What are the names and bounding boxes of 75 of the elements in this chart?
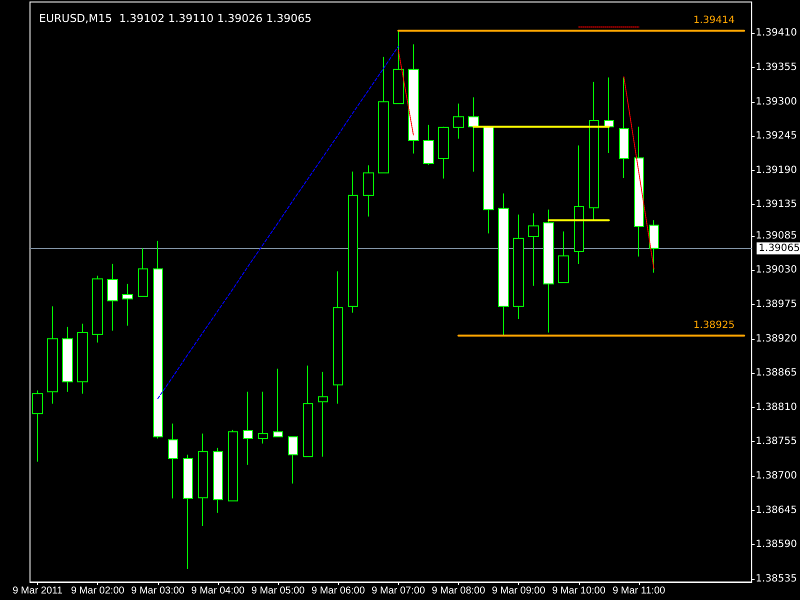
data-label: 1.39414 [693,15,735,26]
x-tick-label: 9 Mar 04:00 [191,586,246,596]
y-tick-label: 1.38590 [756,539,798,550]
x-tick-label: 9 Mar 05:00 [251,586,306,596]
candlestick [363,164,374,218]
line-series [157,46,399,400]
candlestick [483,126,494,234]
candlestick [183,454,193,570]
candlestick [258,391,268,444]
candlestick [438,126,449,179]
y-tick-label: 1.39030 [756,264,798,276]
candlestick [77,323,88,394]
candlestick [107,263,118,332]
candlestick [288,436,298,484]
candlestick [634,126,644,257]
candlestick [604,76,614,154]
y-tick-label: 1.39245 [756,130,798,142]
candlestick [333,270,343,404]
candlestick [92,275,103,344]
y-tick-label: 1.38920 [756,333,798,344]
candlestick [243,391,253,466]
candlestick [619,76,629,178]
candlestick [318,371,328,458]
candlestick [228,429,238,502]
x-tick-label: 9 Mar 08:00 [432,586,486,596]
x-tick-label: 9 Mar 02:00 [70,586,125,596]
y-tick-label: 1.39300 [756,96,798,108]
x-tick-label: 9 Mar 07:00 [372,586,426,596]
candlestick [303,365,313,458]
candlestick [543,209,554,334]
y-tick-label: 1.38535 [756,573,798,584]
ref-line-label: 1.39065 [758,242,800,254]
candlestick [423,124,434,166]
x-tick-label: 9 Mar 03:00 [131,586,185,596]
candlestick [62,326,73,392]
candlestick [558,231,569,284]
candlestick [513,214,524,320]
candlestick [528,212,539,286]
candlestick [408,44,419,154]
y-tick-label: 1.38700 [756,470,798,482]
candlestick [198,433,208,526]
y-tick-label: 1.38645 [756,504,798,516]
y-tick-label: 1.38975 [756,298,798,310]
y-tick-label: 1.39190 [756,164,798,176]
candlestick [168,423,178,499]
candlestick [498,192,509,336]
candlestick [273,368,283,438]
x-tick-label: 9 Mar 11:00 [612,586,666,596]
candlestick [348,171,358,314]
candlestick [589,81,599,220]
candlestick [153,240,163,440]
y-tick-label: 1.39135 [756,199,798,210]
candlestick [138,248,148,297]
candlestick [32,390,43,462]
candlestick [468,96,479,172]
candlestick [453,103,464,140]
x-tick-label: 9 Mar 09:00 [492,586,546,596]
y-tick-label: 1.39085 [756,230,798,242]
candlestick [47,306,58,404]
candlestick [122,283,133,326]
y-tick-label: 1.38810 [756,402,798,413]
candlestick [649,220,659,274]
x-tick-label: 9 Mar 2011 [12,586,63,596]
x-tick-label: 9 Mar 06:00 [312,586,366,596]
candlestick [574,144,584,264]
y-tick-label: 1.38865 [756,368,798,379]
candlestick [213,447,223,514]
text: EURUSD,M15 1.39102 1.39110 1.39026 1.39065 [39,12,312,25]
y-tick-label: 1.39410 [756,28,798,39]
candlestick [393,30,404,104]
y-tick-label: 1.38755 [756,436,798,448]
y-tick-label: 1.39355 [756,62,798,73]
candlestick [378,56,389,174]
data-label: 1.38925 [693,320,735,332]
x-tick-label: 9 Mar 10:00 [552,586,606,596]
